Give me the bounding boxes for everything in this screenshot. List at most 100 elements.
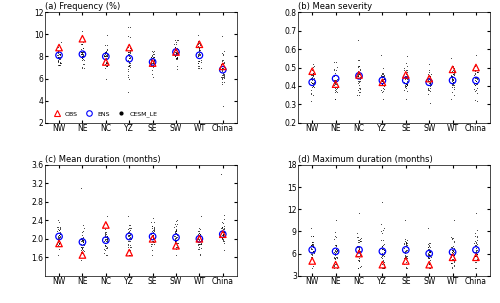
Point xyxy=(79,241,87,246)
Point xyxy=(56,233,64,238)
Point xyxy=(332,82,340,87)
Point xyxy=(78,230,86,235)
Point xyxy=(150,56,158,61)
Point xyxy=(308,73,316,78)
Point xyxy=(196,231,203,235)
Point xyxy=(472,211,480,215)
Point xyxy=(308,76,316,81)
Point xyxy=(195,237,203,242)
Point xyxy=(425,251,433,256)
Point xyxy=(402,241,410,246)
Point xyxy=(472,74,480,79)
Point xyxy=(424,251,432,256)
Point xyxy=(194,42,202,46)
Point xyxy=(402,240,410,245)
Point xyxy=(356,263,364,268)
Point xyxy=(171,236,179,241)
Point xyxy=(378,78,386,83)
Point xyxy=(424,78,432,83)
Point xyxy=(172,48,179,52)
Point xyxy=(356,64,364,68)
Point xyxy=(196,240,204,245)
Point xyxy=(424,255,432,260)
Point xyxy=(79,56,87,61)
Point xyxy=(80,50,88,55)
Point xyxy=(400,73,408,78)
Point xyxy=(331,78,339,83)
Point xyxy=(470,81,478,85)
Point xyxy=(307,76,315,81)
Point xyxy=(308,78,316,83)
Point xyxy=(470,87,478,92)
Point xyxy=(424,242,432,247)
Point xyxy=(449,83,457,88)
Point xyxy=(403,243,411,248)
Point xyxy=(426,100,434,105)
Point xyxy=(172,231,180,235)
Text: (c) Mean duration (months): (c) Mean duration (months) xyxy=(45,155,160,164)
Point xyxy=(472,87,480,92)
Point xyxy=(124,245,132,250)
Point xyxy=(104,234,112,238)
Point xyxy=(147,55,155,60)
Point xyxy=(77,55,85,59)
Point xyxy=(150,52,158,56)
Point xyxy=(149,54,157,59)
Point xyxy=(220,248,228,253)
Point xyxy=(126,223,134,228)
Point xyxy=(218,61,226,66)
Point xyxy=(126,231,134,236)
Point xyxy=(148,57,156,62)
Point xyxy=(101,43,109,48)
Point xyxy=(472,252,480,257)
Point xyxy=(378,244,386,249)
Point xyxy=(102,50,110,55)
Point xyxy=(402,258,410,263)
Point xyxy=(401,83,409,88)
Point xyxy=(103,237,111,242)
Point xyxy=(148,224,156,228)
Point xyxy=(403,79,411,84)
Point xyxy=(56,56,64,61)
Point xyxy=(196,231,203,236)
Point xyxy=(102,54,110,59)
Point xyxy=(100,229,108,234)
Point xyxy=(400,249,408,254)
Point xyxy=(148,55,156,59)
Point xyxy=(218,58,226,62)
Point xyxy=(172,227,180,232)
Point xyxy=(331,78,339,82)
Point xyxy=(218,82,226,87)
Point xyxy=(173,45,181,50)
Point xyxy=(308,239,316,244)
Point xyxy=(470,82,478,87)
Point xyxy=(356,246,364,251)
Point xyxy=(80,57,88,62)
Point xyxy=(448,77,456,82)
Point xyxy=(448,257,456,262)
Point xyxy=(102,245,110,250)
Point xyxy=(380,74,388,79)
Point xyxy=(471,249,479,254)
Point xyxy=(218,104,226,109)
Point xyxy=(474,245,482,250)
Point xyxy=(308,76,316,81)
Point xyxy=(354,244,362,249)
Point xyxy=(473,242,481,247)
Point xyxy=(103,240,111,245)
Point xyxy=(194,47,202,52)
Point xyxy=(172,49,180,54)
Point xyxy=(148,236,156,241)
Point xyxy=(56,227,64,232)
Point xyxy=(330,82,338,87)
Point xyxy=(80,249,88,254)
Point xyxy=(101,237,109,242)
Point xyxy=(218,74,226,79)
Point xyxy=(103,33,111,38)
Point xyxy=(173,244,181,249)
Point xyxy=(426,79,434,84)
Point xyxy=(126,49,134,54)
Point xyxy=(220,223,228,228)
Point xyxy=(426,241,434,245)
Point xyxy=(309,70,317,75)
